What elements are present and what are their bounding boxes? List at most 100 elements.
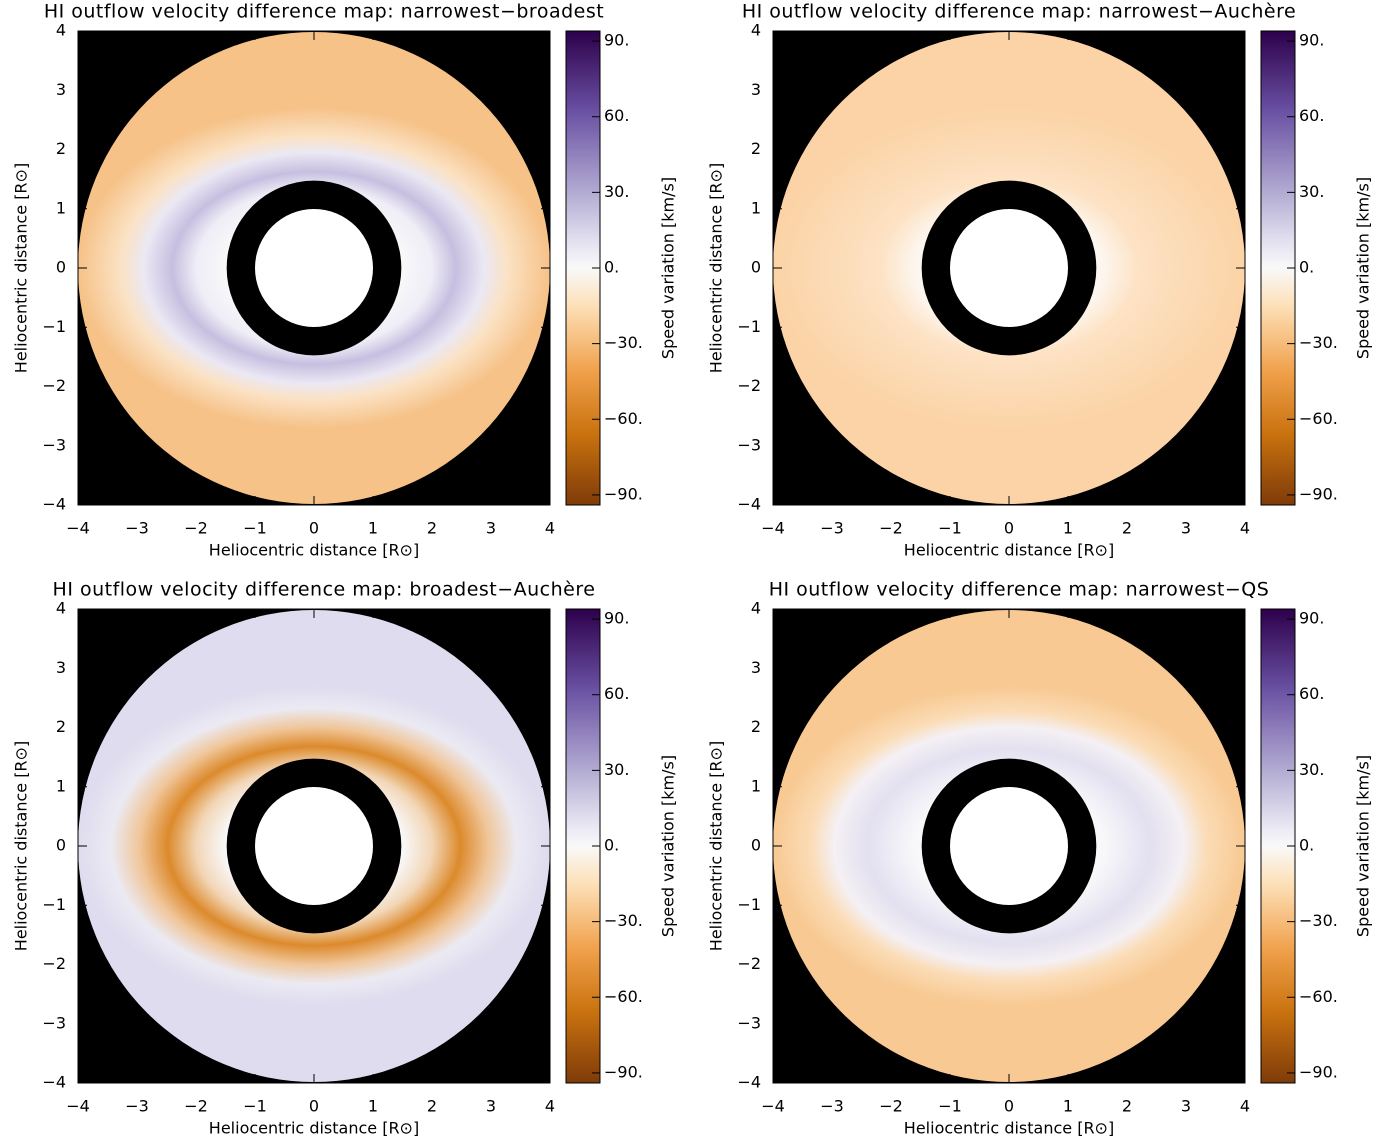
y-tick-label: −4	[737, 1073, 761, 1092]
x-tick-label: −4	[761, 1097, 785, 1116]
solar-disk	[950, 787, 1068, 905]
x-tick-label: −3	[820, 519, 844, 538]
colorbar-tick-label: 0.	[1299, 836, 1314, 855]
x-tick-label: −3	[125, 1097, 149, 1116]
x-tick-label: 4	[545, 519, 555, 538]
x-axis-label: Heliocentric distance [R⊙]	[209, 541, 419, 560]
y-tick-label: 0	[751, 836, 761, 855]
y-tick-label: 2	[56, 717, 66, 736]
y-axis-label: Heliocentric distance [R⊙]	[707, 741, 726, 951]
colorbar-tick-label: 90.	[1299, 609, 1324, 628]
panel: HI outflow velocity difference map: narr…	[707, 579, 1373, 1138]
colorbar-tick-label: −60.	[1299, 409, 1338, 428]
x-tick-label: −1	[243, 519, 267, 538]
colorbar-label: Speed variation [km/s]	[659, 755, 678, 937]
x-tick-label: −2	[184, 1097, 208, 1116]
x-tick-label: −4	[761, 519, 785, 538]
y-tick-label: 1	[751, 198, 761, 217]
y-tick-label: 1	[751, 776, 761, 795]
y-tick-label: −4	[737, 495, 761, 514]
x-tick-label: 3	[486, 1097, 496, 1116]
figure: HI outflow velocity difference map: narr…	[0, 0, 1394, 1144]
colorbar-tick-label: 90.	[1299, 31, 1324, 50]
x-tick-label: 2	[427, 1097, 437, 1116]
colorbar-tick-label: −30.	[604, 333, 643, 352]
x-axis-label: Heliocentric distance [R⊙]	[904, 541, 1114, 560]
colorbar-tick-label: −30.	[1299, 911, 1338, 930]
x-tick-label: 1	[368, 519, 378, 538]
y-tick-label: −1	[737, 317, 761, 336]
y-tick-label: −4	[42, 495, 66, 514]
colorbar-tick-label: −90.	[1299, 1062, 1338, 1081]
y-tick-label: 0	[56, 258, 66, 277]
panel: HI outflow velocity difference map: narr…	[707, 1, 1373, 560]
x-tick-label: −3	[125, 519, 149, 538]
y-tick-label: 4	[751, 599, 761, 618]
x-tick-label: 3	[486, 519, 496, 538]
y-tick-label: 3	[751, 658, 761, 677]
colorbar-tick-label: 0.	[604, 836, 619, 855]
chart-title: HI outflow velocity difference map: narr…	[44, 1, 604, 23]
y-tick-label: 4	[751, 21, 761, 40]
y-tick-label: 1	[56, 776, 66, 795]
y-tick-label: −1	[737, 895, 761, 914]
y-tick-label: −4	[42, 1073, 66, 1092]
colorbar-tick-label: 60.	[604, 106, 629, 125]
colorbar-tick-label: 90.	[604, 31, 629, 50]
x-tick-label: 0	[1004, 1097, 1014, 1116]
y-axis-label: Heliocentric distance [R⊙]	[12, 741, 31, 951]
panel: HI outflow velocity difference map: broa…	[12, 579, 678, 1138]
colorbar-tick-label: 60.	[1299, 106, 1324, 125]
y-tick-label: 1	[56, 198, 66, 217]
colorbar-tick-label: 30.	[604, 182, 629, 201]
x-tick-label: 2	[427, 519, 437, 538]
x-tick-label: −2	[879, 519, 903, 538]
colorbar-tick-label: −90.	[604, 484, 643, 503]
colorbar-tick-label: −30.	[604, 911, 643, 930]
colorbar-tick-label: 30.	[1299, 760, 1324, 779]
y-axis-label: Heliocentric distance [R⊙]	[12, 163, 31, 373]
chart-title: HI outflow velocity difference map: broa…	[53, 579, 596, 601]
y-tick-label: 4	[56, 599, 66, 618]
x-tick-label: 1	[1063, 1097, 1073, 1116]
y-axis-label: Heliocentric distance [R⊙]	[707, 163, 726, 373]
colorbar-tick-label: −60.	[604, 987, 643, 1006]
y-tick-label: 3	[751, 80, 761, 99]
solar-disk	[255, 787, 373, 905]
x-tick-label: −2	[879, 1097, 903, 1116]
y-tick-label: −3	[737, 1013, 761, 1032]
y-tick-label: −3	[737, 435, 761, 454]
colorbar-label: Speed variation [km/s]	[659, 177, 678, 359]
x-tick-label: −3	[820, 1097, 844, 1116]
colorbar-tick-label: 60.	[1299, 684, 1324, 703]
solar-disk	[255, 209, 373, 327]
colorbar-tick-label: −90.	[1299, 484, 1338, 503]
colorbar-tick-label: 30.	[604, 760, 629, 779]
y-tick-label: −2	[737, 954, 761, 973]
colorbar-tick-label: −90.	[604, 1062, 643, 1081]
colorbar-tick-label: −60.	[604, 409, 643, 428]
colorbar-tick-label: 0.	[1299, 258, 1314, 277]
y-tick-label: 0	[751, 258, 761, 277]
y-tick-label: −1	[42, 895, 66, 914]
colorbar-tick-label: 90.	[604, 609, 629, 628]
x-tick-label: −1	[243, 1097, 267, 1116]
x-tick-label: 2	[1122, 519, 1132, 538]
y-tick-label: 0	[56, 836, 66, 855]
colorbar-tick-label: 0.	[604, 258, 619, 277]
x-tick-label: 4	[1240, 519, 1250, 538]
colorbar-tick-label: 30.	[1299, 182, 1324, 201]
x-tick-label: −2	[184, 519, 208, 538]
x-tick-label: 1	[1063, 519, 1073, 538]
colorbar-label: Speed variation [km/s]	[1354, 755, 1373, 937]
y-tick-label: −2	[42, 376, 66, 395]
y-tick-label: 3	[56, 80, 66, 99]
x-tick-label: −1	[938, 1097, 962, 1116]
y-tick-label: −3	[42, 1013, 66, 1032]
x-tick-label: −4	[66, 1097, 90, 1116]
y-tick-label: −2	[737, 376, 761, 395]
x-axis-label: Heliocentric distance [R⊙]	[209, 1119, 419, 1138]
x-tick-label: −1	[938, 519, 962, 538]
y-tick-label: −2	[42, 954, 66, 973]
chart-title: HI outflow velocity difference map: narr…	[742, 1, 1296, 23]
